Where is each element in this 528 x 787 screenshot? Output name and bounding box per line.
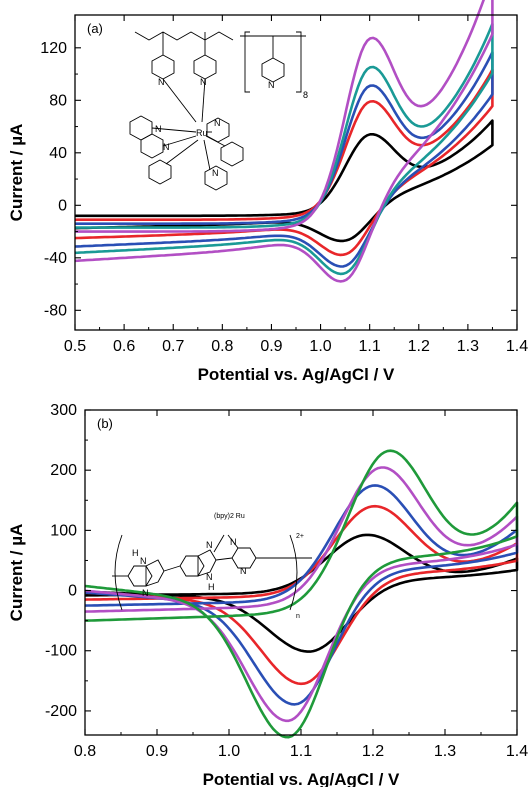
cv-series-line — [74, 0, 494, 283]
y-axis-title-a: Current / µA — [7, 124, 26, 222]
pyridine-ring-a — [151, 54, 175, 80]
atom-label-b: N — [206, 540, 213, 550]
x-tick-label: 1.4 — [506, 338, 528, 355]
imidazole-ring-b — [197, 549, 217, 577]
molecule-labels-a: N N N N N N N Ru 8 — [155, 77, 308, 178]
repeat-subscript-b: n — [296, 613, 300, 620]
x-axis-title-b: Potential vs. Ag/AgCl / V — [203, 770, 400, 787]
y-axis-title-b: Current / µA — [7, 524, 26, 622]
atom-label-a: N — [268, 80, 275, 90]
y-tick-label: 40 — [49, 145, 67, 162]
atom-label-a: N — [155, 124, 162, 134]
repeat-bracket-a — [244, 31, 250, 93]
imidazole-ring-b — [145, 559, 165, 587]
atom-label-a: N — [212, 168, 219, 178]
cv-series-line — [84, 449, 519, 739]
x-tick-label: 1.2 — [408, 338, 430, 355]
polymer-backbone-a — [134, 31, 234, 41]
cv-series-line — [74, 50, 494, 268]
y-tick-label: -200 — [45, 703, 77, 720]
coordination-bond-a — [201, 78, 206, 123]
aromatic-ring-b — [127, 565, 153, 587]
chart-panel-b: 0.8 0.9 1.0 1.1 1.2 1.3 1.4-200-1000100200300 … — [7, 402, 528, 787]
terpyridine-ring-a — [148, 159, 172, 185]
y-tick-label: -100 — [45, 643, 77, 660]
x-tick-label: 0.8 — [74, 743, 96, 760]
y-tick-label: -40 — [44, 250, 67, 267]
x-tick-label: 0.8 — [211, 338, 233, 355]
panel-label-a: (a) — [87, 21, 103, 36]
panel-label-b: (b) — [97, 416, 113, 431]
atom-label-b: N — [230, 537, 237, 547]
ticks-a: 0.5 0.6 0.7 0.8 0.9 1.0 1.1 1.2 1.3 1.4 -80 -40 0 40 8… — [40, 15, 528, 355]
x-tick-label: 1.1 — [290, 743, 312, 760]
x-tick-label: 1.0 — [218, 743, 240, 760]
atom-label-a: N — [158, 77, 165, 87]
x-tick-label: 0.6 — [113, 338, 135, 355]
terpyridine-ring-a — [220, 141, 244, 167]
coordination-bond-b — [227, 534, 239, 549]
repeat-bracket-b — [114, 534, 123, 611]
x-tick-label: 0.5 — [64, 338, 86, 355]
coordination-bond-a — [203, 139, 211, 171]
aromatic-ring-b — [179, 555, 205, 577]
y-tick-label: 0 — [58, 197, 67, 214]
x-axis-title-a: Potential vs. Ag/AgCl / V — [198, 365, 395, 384]
chain-bond-b — [215, 557, 233, 561]
molecule-inset-b — [112, 534, 312, 611]
x-tick-label: 0.7 — [162, 338, 184, 355]
charge-label-b: 2+ — [296, 533, 304, 540]
y-tick-label: 0 — [68, 583, 77, 600]
atom-label-b: N — [240, 566, 247, 576]
coordination-bond-a — [162, 135, 197, 147]
metal-label-a: Ru — [196, 128, 208, 138]
pyridine-ring-a — [193, 54, 217, 80]
metal-label-b: (bpy)2 Ru — [214, 513, 245, 520]
y-tick-label: -80 — [44, 302, 67, 319]
coordination-bond-a — [165, 139, 199, 165]
coordination-bond-a — [151, 127, 197, 133]
y-tick-label: 200 — [50, 462, 77, 479]
x-tick-label: 1.1 — [359, 338, 381, 355]
curves-a — [74, 0, 494, 283]
coordination-bond-a — [162, 78, 197, 123]
curves-b — [84, 449, 519, 739]
repeat-bracket-b — [289, 534, 298, 611]
repeat-bracket-a — [296, 31, 302, 93]
chart-panel-a: 0.5 0.6 0.7 0.8 0.9 1.0 1.1 1.2 1.3 1.4 -80 -40 0 40 8… — [7, 0, 528, 384]
atom-label-b: N — [142, 588, 149, 598]
x-tick-label: 1.4 — [506, 743, 528, 760]
y-tick-label: 100 — [50, 522, 77, 539]
ticks-b: 0.8 0.9 1.0 1.1 1.2 1.3 1.4 -200 -100 0 100 200 300 — [45, 402, 528, 760]
atom-label-a: N — [163, 142, 170, 152]
x-tick-label: 0.9 — [260, 338, 282, 355]
molecule-inset-a — [129, 31, 306, 191]
x-tick-label: 1.3 — [434, 743, 456, 760]
x-tick-label: 1.0 — [309, 338, 331, 355]
x-tick-label: 0.9 — [146, 743, 168, 760]
coordination-bond-b — [213, 534, 225, 553]
pyridine-ring-b — [231, 547, 257, 569]
x-tick-label: 1.3 — [457, 338, 479, 355]
chain-bond-b — [163, 565, 181, 572]
atom-label-b: H — [132, 548, 139, 558]
terpyridine-ring-a — [140, 133, 164, 159]
x-tick-label: 1.2 — [362, 743, 384, 760]
cv-series-line — [74, 22, 494, 276]
terpyridine-ring-a — [204, 165, 228, 191]
atom-label-b: H — [208, 582, 215, 592]
terpyridine-ring-a — [129, 115, 153, 141]
y-tick-label: 300 — [50, 402, 77, 419]
atom-label-b: N — [140, 556, 147, 566]
atom-label-b: N — [206, 572, 213, 582]
atom-label-a: N — [200, 77, 207, 87]
y-tick-label: 120 — [40, 40, 67, 57]
coordination-bond-a — [205, 135, 226, 147]
pyridine-ring-a — [261, 57, 285, 83]
molecule-labels-b: (bpy)2 Ru 2+ N N H N H N N N n — [132, 513, 304, 620]
y-tick-label: 80 — [49, 92, 67, 109]
repeat-subscript-a: 8 — [303, 90, 308, 100]
atom-label-a: N — [214, 118, 221, 128]
